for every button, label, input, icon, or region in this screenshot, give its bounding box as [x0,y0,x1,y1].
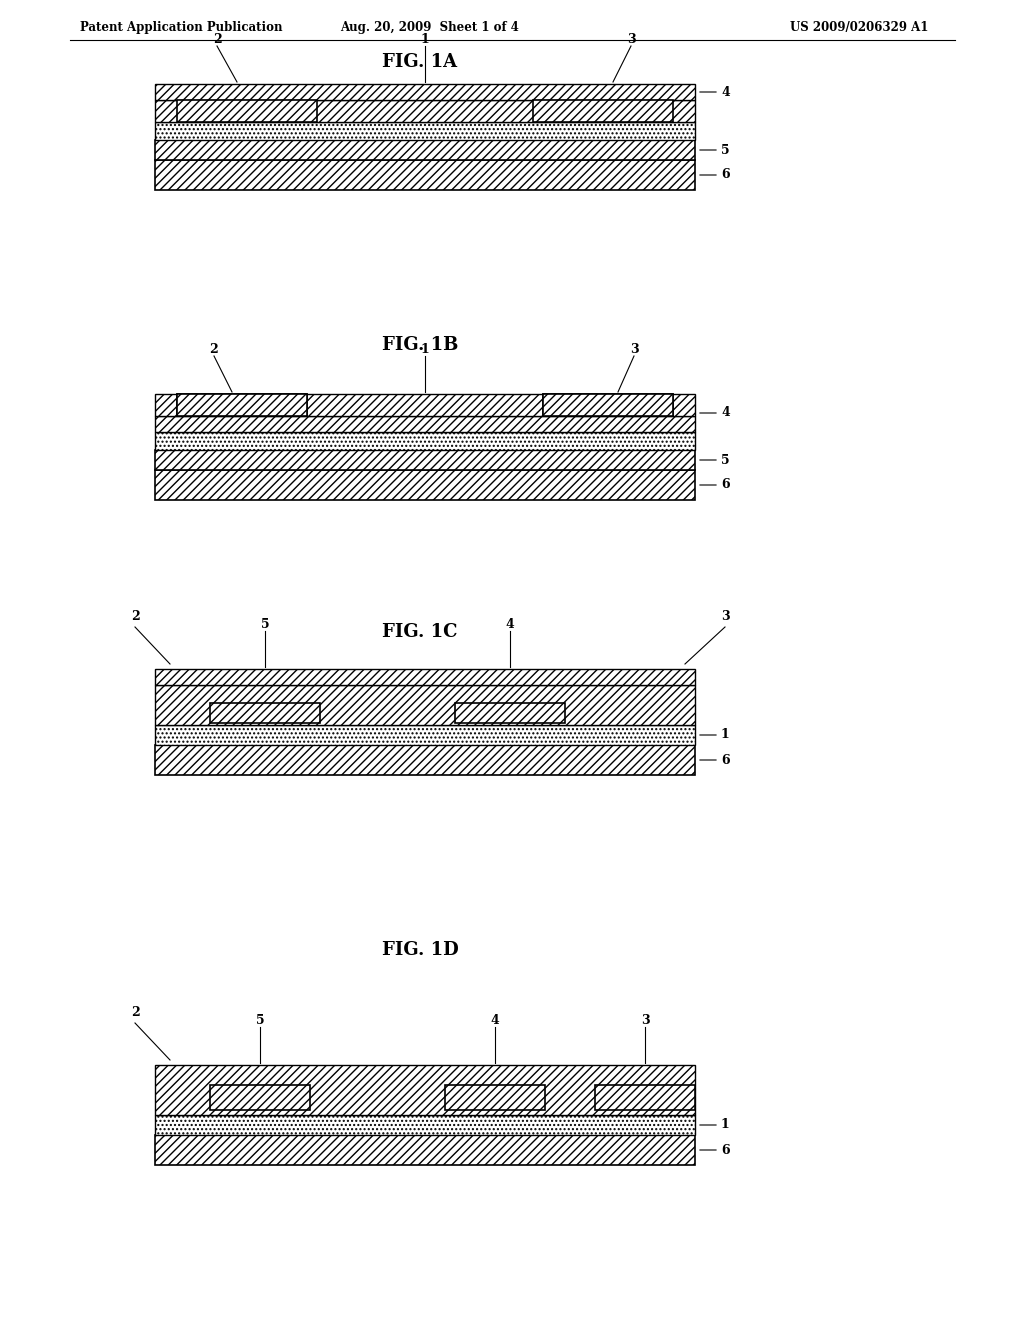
Bar [155,432,695,450]
Bar [155,1065,695,1115]
Bar [177,393,307,416]
Text: 4: 4 [490,1014,500,1027]
Bar [210,1085,310,1110]
Bar [155,121,695,140]
Text: 6: 6 [721,754,730,767]
Bar [155,470,695,500]
Text: 6: 6 [721,169,730,181]
Text: 4: 4 [721,407,730,420]
Bar [155,450,695,470]
Text: 5: 5 [721,144,730,157]
Bar [155,393,695,416]
Bar [155,1135,695,1166]
Text: 1: 1 [721,729,730,742]
Text: 5: 5 [721,454,730,466]
Bar [155,1115,695,1135]
Text: Aug. 20, 2009  Sheet 1 of 4: Aug. 20, 2009 Sheet 1 of 4 [341,21,519,33]
Text: 1: 1 [421,33,429,46]
Text: 4: 4 [721,86,730,99]
Text: 6: 6 [721,479,730,491]
Text: FIG. 1B: FIG. 1B [382,337,458,354]
Text: 1: 1 [421,343,429,356]
Text: 3: 3 [627,33,635,46]
Bar [595,1085,695,1110]
Bar [445,1085,545,1110]
Text: 2: 2 [210,343,218,356]
Text: 1: 1 [721,1118,730,1131]
Bar [155,685,695,725]
Text: 2: 2 [131,1006,139,1019]
Text: Patent Application Publication: Patent Application Publication [80,21,283,33]
Text: 3: 3 [630,343,638,356]
Text: 2: 2 [131,610,139,623]
Bar [543,393,673,416]
Bar [455,704,565,723]
Text: FIG. 1A: FIG. 1A [382,53,458,71]
Text: 5: 5 [261,618,269,631]
Bar [155,744,695,775]
Bar [155,160,695,190]
Bar [155,725,695,744]
Bar [155,140,695,160]
Text: 3: 3 [721,610,729,623]
Text: 6: 6 [721,1143,730,1156]
Text: FIG. 1C: FIG. 1C [382,623,458,642]
Bar [177,100,317,121]
Bar [534,100,673,121]
Text: FIG. 1D: FIG. 1D [382,941,459,960]
Bar [155,100,695,121]
Text: US 2009/0206329 A1: US 2009/0206329 A1 [790,21,929,33]
Text: 3: 3 [641,1014,649,1027]
Text: 4: 4 [506,618,514,631]
Bar [177,393,307,416]
Bar [210,704,319,723]
Text: 2: 2 [213,33,221,46]
Text: 5: 5 [256,1014,264,1027]
Bar [155,669,695,685]
Bar [155,416,695,432]
Bar [155,84,695,100]
Bar [543,393,673,416]
